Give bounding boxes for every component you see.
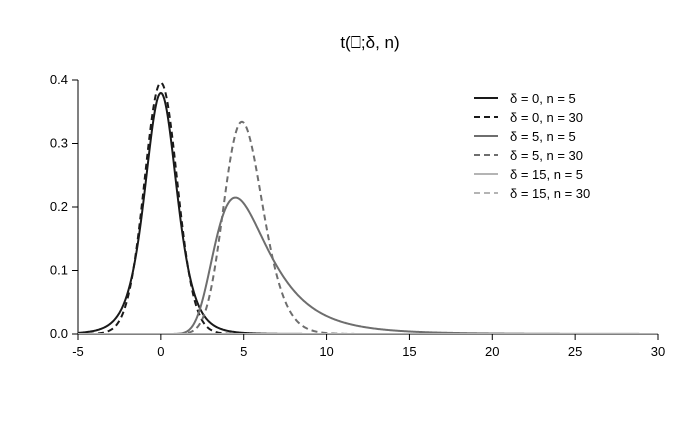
- legend-label: δ = 15, n = 5: [510, 167, 583, 182]
- x-tick-label: 10: [319, 344, 333, 359]
- axes: -5 0 5 10 15 20 25 30 0.0 0.1 0.2 0.3 0.4: [50, 72, 665, 359]
- y-tick-label: 0.3: [50, 136, 68, 151]
- y-tick-label: 0.0: [50, 326, 68, 341]
- x-tick-label: 30: [651, 344, 665, 359]
- legend-label: δ = 5, n = 5: [510, 129, 576, 144]
- y-tick-label: 0.4: [50, 72, 68, 87]
- y-tick-label: 0.2: [50, 199, 68, 214]
- legend-label: δ = 5, n = 30: [510, 148, 583, 163]
- x-tick-label: 20: [485, 344, 499, 359]
- legend-label: δ = 15, n = 30: [510, 186, 590, 201]
- chart-title: t(⎕;δ, n): [340, 33, 399, 52]
- x-tick-label: 0: [157, 344, 164, 359]
- x-tick-label: -5: [72, 344, 84, 359]
- series-line: [78, 196, 658, 334]
- series-lines: [78, 81, 658, 334]
- x-tick-label: 5: [240, 344, 247, 359]
- y-tick-label: 0.1: [50, 263, 68, 278]
- legend-label: δ = 0, n = 5: [510, 91, 576, 106]
- legend: δ = 0, n = 5 δ = 0, n = 30 δ = 5, n = 5 δ =…: [474, 91, 590, 201]
- x-tick-label: 25: [568, 344, 582, 359]
- legend-label: δ = 0, n = 30: [510, 110, 583, 125]
- x-tick-label: 15: [402, 344, 416, 359]
